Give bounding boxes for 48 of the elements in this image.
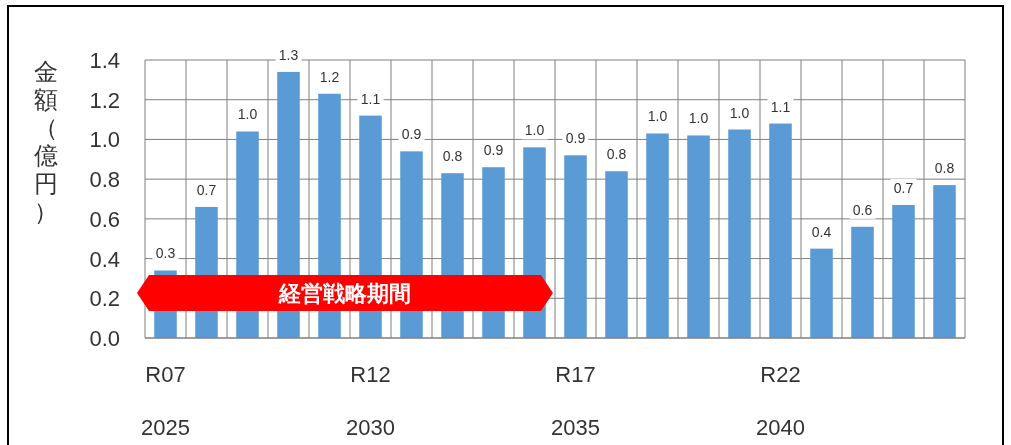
bar — [687, 135, 710, 338]
data-label: 1.0 — [688, 110, 709, 127]
data-label: 1.1 — [360, 90, 381, 107]
y-tick-label: 0.8 — [89, 167, 120, 193]
y-tick-label: 1.0 — [89, 127, 120, 153]
bar — [810, 248, 833, 338]
y-axis-title: 金額（億円） — [34, 58, 58, 225]
bar — [892, 204, 915, 338]
x-tick-label: R07 — [145, 362, 186, 387]
bar — [851, 226, 874, 338]
data-label: 1.0 — [524, 122, 545, 139]
data-label: 1.2 — [319, 68, 340, 85]
data-label: 1.0 — [729, 104, 750, 121]
y-tick-label: 0.2 — [89, 286, 120, 312]
bar — [769, 123, 792, 338]
y-tick-label: 0.0 — [89, 326, 120, 351]
bar — [564, 155, 587, 338]
text: 2040 — [756, 415, 805, 440]
y-tick-label: 0.6 — [89, 206, 120, 232]
bar — [605, 171, 628, 338]
text: 2030 — [346, 415, 395, 440]
y-tick-label: 1.4 — [89, 48, 120, 73]
annotation: 経営戦略期間 — [277, 281, 411, 306]
data-label: 0.8 — [442, 148, 463, 165]
data-label: 0.8 — [606, 146, 627, 163]
data-label: 0.9 — [483, 142, 504, 159]
x-tick-label: R22 — [760, 362, 801, 387]
data-label: 1.0 — [647, 108, 668, 125]
data-label: 1.3 — [278, 46, 299, 63]
text: 2035 — [551, 415, 600, 440]
data-label: 0.9 — [565, 130, 586, 147]
data-label: 0.7 — [196, 181, 217, 198]
bar — [646, 133, 669, 338]
data-label: 0.6 — [852, 201, 873, 218]
x-tick-label: R12 — [350, 362, 391, 387]
y-tick-label: 0.4 — [89, 246, 120, 272]
data-label: 0.3 — [155, 245, 176, 262]
data-label: 0.7 — [893, 179, 914, 196]
x-tick-label: R17 — [555, 362, 596, 387]
text: 2025 — [141, 415, 190, 440]
data-label: 1.1 — [770, 98, 791, 115]
bar — [933, 185, 956, 338]
bar — [728, 129, 751, 338]
data-label: 0.8 — [934, 160, 955, 177]
data-label: 0.4 — [811, 223, 832, 240]
y-tick-label: 1.2 — [89, 87, 120, 113]
data-label: 0.9 — [401, 126, 422, 143]
data-label: 1.0 — [237, 106, 258, 123]
